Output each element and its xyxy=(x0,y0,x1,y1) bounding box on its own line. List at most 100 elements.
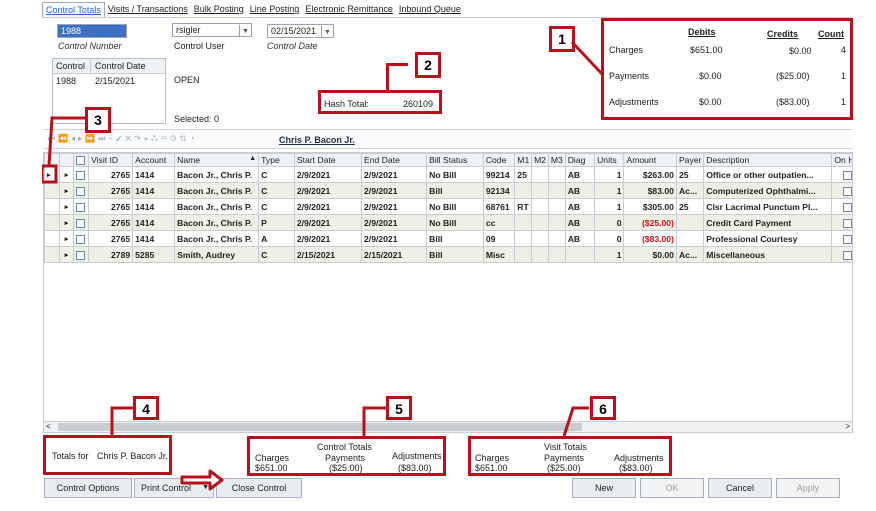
row-select-cell[interactable] xyxy=(73,198,90,215)
cell-diag: AB xyxy=(564,198,596,215)
row-checkbox[interactable] xyxy=(76,186,86,196)
grid-header-amount[interactable]: Amount xyxy=(623,153,677,167)
row-checkbox[interactable] xyxy=(76,234,86,244)
table-row[interactable]: ▸ ▸ 2765 1414 Bacon Jr., Chris P. C 2/9/2021 2/… xyxy=(44,166,852,183)
tab-bulk-posting[interactable]: Bulk Posting xyxy=(193,4,244,14)
cell-bill-status: No Bill xyxy=(426,214,484,231)
row-select-cell[interactable] xyxy=(73,182,90,199)
on-hold-checkbox[interactable] xyxy=(843,250,852,260)
grid-header-account[interactable]: Account xyxy=(132,153,176,167)
grid-header-end-date[interactable]: End Date xyxy=(361,153,428,167)
cell-type: C xyxy=(258,182,295,199)
on-hold-checkbox[interactable] xyxy=(843,170,852,180)
grid-header-bill-status[interactable]: Bill Status xyxy=(426,153,484,167)
grid-header-m1[interactable]: M1 xyxy=(514,153,533,167)
cell-visit-id: 2765 xyxy=(88,214,134,231)
control-list-row[interactable]: 1988 2/15/2021 xyxy=(53,74,165,89)
control-number-input[interactable]: 1988 xyxy=(57,24,127,38)
visit-totals-payments-value: ($25.00) xyxy=(547,463,581,473)
table-row[interactable]: ▸ 2765 1414 Bacon Jr., Chris P. P 2/9/2021 2/9… xyxy=(44,214,852,231)
charges-credits: $0.00 xyxy=(789,46,812,56)
row-select-cell[interactable] xyxy=(73,230,90,247)
scroll-right-icon[interactable]: > xyxy=(845,422,850,431)
cell-payer: Ac... xyxy=(675,182,705,199)
tab-line-posting[interactable]: Line Posting xyxy=(249,4,300,14)
control-totals-adjustments-value: ($83.00) xyxy=(398,463,432,473)
cell-units: 0 xyxy=(594,214,625,231)
expand-row-icon[interactable]: ▸ xyxy=(58,230,75,247)
grid-header-payer[interactable]: Payer xyxy=(675,153,705,167)
row-indicator[interactable] xyxy=(44,182,60,199)
close-control-arrow xyxy=(180,469,224,491)
tab-electronic-remittance[interactable]: Electronic Remittance xyxy=(305,4,393,14)
chevron-down-icon: ▼ xyxy=(202,484,209,491)
new-button[interactable]: New xyxy=(572,478,636,498)
row-indicator[interactable] xyxy=(44,198,60,215)
grid-header-visit-id[interactable]: Visit ID xyxy=(88,153,134,167)
row-checkbox[interactable] xyxy=(76,170,86,180)
expand-row-icon[interactable]: ▸ xyxy=(58,198,75,215)
tab-divider xyxy=(42,17,850,18)
on-hold-cell[interactable] xyxy=(831,198,852,215)
grid-header-select[interactable] xyxy=(73,153,90,167)
on-hold-cell[interactable] xyxy=(831,182,852,199)
cell-m1 xyxy=(514,230,533,247)
on-hold-cell[interactable] xyxy=(831,230,852,247)
expand-row-icon[interactable]: ▸ xyxy=(58,214,75,231)
cancel-button[interactable]: Cancel xyxy=(708,478,772,498)
control-user-select[interactable]: rsigler ▼ xyxy=(172,23,252,37)
cell-m2 xyxy=(531,214,549,231)
on-hold-checkbox[interactable] xyxy=(843,186,852,196)
close-control-button[interactable]: Close Control xyxy=(216,478,302,498)
tab-control-totals[interactable]: Control Totals xyxy=(42,2,105,18)
patient-link[interactable]: Chris P. Bacon Jr. xyxy=(279,135,355,145)
table-row[interactable]: ▸ 2765 1414 Bacon Jr., Chris P. C 2/9/2021 2/9… xyxy=(44,198,852,215)
grid-header-m2[interactable]: M2 xyxy=(531,153,549,167)
control-options-button[interactable]: Control Options xyxy=(44,478,132,498)
cell-end-date: 2/9/2021 xyxy=(361,230,428,247)
row-checkbox[interactable] xyxy=(76,218,86,228)
grid-header-start-date[interactable]: Start Date xyxy=(293,153,363,167)
grid-header-m3[interactable]: M3 xyxy=(547,153,566,167)
on-hold-checkbox[interactable] xyxy=(843,218,852,228)
apply-button[interactable]: Apply xyxy=(776,478,840,498)
on-hold-cell[interactable] xyxy=(831,166,852,183)
row-select-cell[interactable] xyxy=(73,246,90,263)
expand-row-icon[interactable]: ▸ xyxy=(58,182,75,199)
grid-header-on-hold[interactable]: On Hol xyxy=(831,153,852,167)
horizontal-scrollbar[interactable]: < > xyxy=(43,421,853,433)
tab-visits-transactions[interactable]: Visits / Transactions xyxy=(107,4,188,14)
on-hold-checkbox[interactable] xyxy=(843,202,852,212)
select-all-checkbox[interactable] xyxy=(76,156,86,166)
grid-header-diag[interactable]: Diag xyxy=(564,153,596,167)
chevron-down-icon: ▼ xyxy=(239,25,251,37)
table-row[interactable]: ▸ 2789 5285 Smith, Audrey C 2/15/2021 2/15/202… xyxy=(44,246,852,263)
cell-account: 1414 xyxy=(132,230,176,247)
control-date-select[interactable]: 02/15/2021 ▼ xyxy=(267,24,334,38)
grid-header-code[interactable]: Code xyxy=(482,153,516,167)
record-navigator-icons[interactable]: ⏮⏪◂▸⏩⏭−✓✕↷∗⁂▭◷⇅◔ xyxy=(48,134,198,143)
cell-m1: 25 xyxy=(514,166,533,183)
tab-inbound-queue[interactable]: Inbound Queue xyxy=(398,4,461,14)
table-row[interactable]: ▸ 2765 1414 Bacon Jr., Chris P. A 2/9/2021 2/9… xyxy=(44,230,852,247)
cell-type: A xyxy=(258,230,295,247)
grid-header-units[interactable]: Units xyxy=(594,153,625,167)
row-checkbox[interactable] xyxy=(76,250,86,260)
on-hold-cell[interactable] xyxy=(831,246,852,263)
grid-header-type[interactable]: Type xyxy=(258,153,295,167)
table-row[interactable]: ▸ 2765 1414 Bacon Jr., Chris P. C 2/9/2021 2/9… xyxy=(44,182,852,199)
on-hold-cell[interactable] xyxy=(831,214,852,231)
expand-row-icon[interactable]: ▸ xyxy=(58,246,75,263)
payments-credits: ($25.00) xyxy=(776,71,810,81)
grid-header-name[interactable]: Name ▲ xyxy=(174,153,260,167)
on-hold-checkbox[interactable] xyxy=(843,234,852,244)
ok-button[interactable]: OK xyxy=(640,478,704,498)
row-indicator[interactable] xyxy=(44,214,60,231)
scrollbar-thumb[interactable] xyxy=(58,423,582,431)
grid-header-description[interactable]: Description xyxy=(703,153,833,167)
row-select-cell[interactable] xyxy=(73,214,90,231)
row-checkbox[interactable] xyxy=(76,202,86,212)
scroll-left-icon[interactable]: < xyxy=(46,422,51,431)
row-indicator[interactable] xyxy=(44,230,60,247)
row-indicator[interactable] xyxy=(44,246,60,263)
